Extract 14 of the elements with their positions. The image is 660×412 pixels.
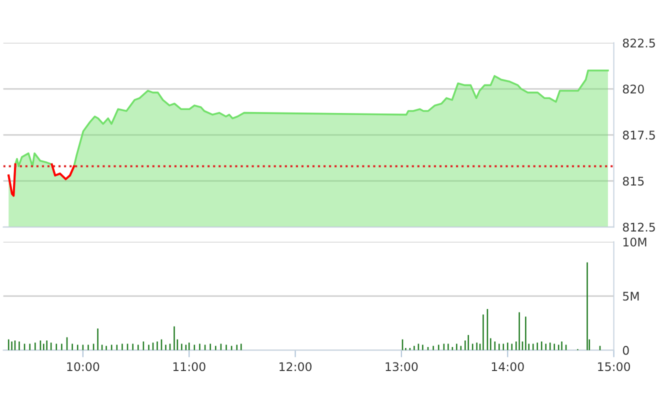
y-tick-label: 812.5	[622, 222, 655, 232]
x-tick-label: 10:00	[67, 362, 100, 372]
y-tick-label: 5M	[623, 292, 639, 301]
y-tick-label: 0	[622, 346, 629, 355]
y-tick-label: 815	[622, 176, 644, 186]
x-tick-label: 13:00	[386, 362, 418, 372]
y-tick-label: 820	[622, 84, 644, 94]
x-tick-label: 12:00	[280, 362, 312, 372]
x-tick-label: 15:00	[598, 362, 630, 372]
y-tick-label: 817.5	[622, 130, 655, 140]
y-tick-label: 822.5	[622, 38, 655, 48]
y-tick-label: 10M	[623, 238, 646, 246]
x-tick-label: 11:00	[173, 362, 206, 372]
x-tick-label: 14:00	[492, 362, 524, 372]
